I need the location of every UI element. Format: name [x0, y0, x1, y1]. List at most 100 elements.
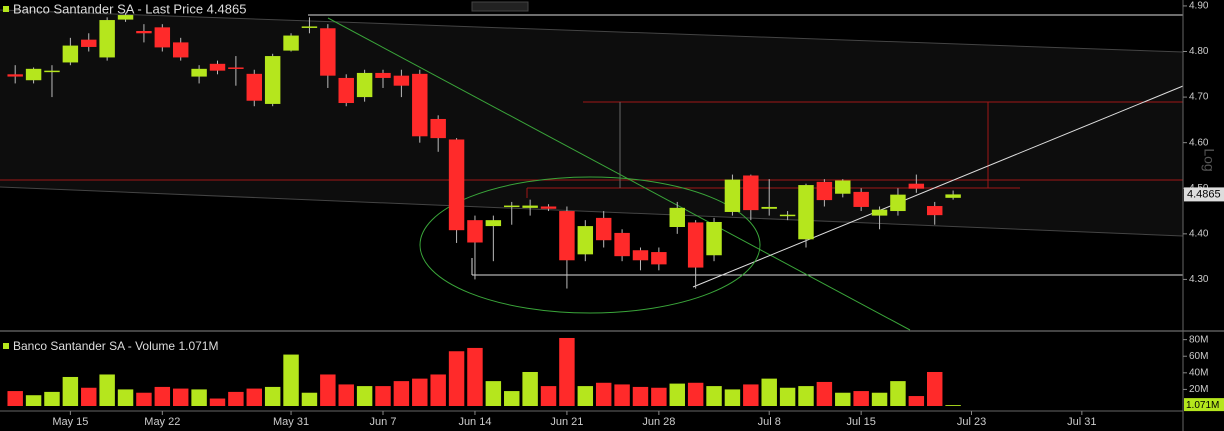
toolbar[interactable] [471, 1, 529, 12]
candle-body [136, 30, 152, 34]
volume-bar [136, 392, 152, 406]
candle-body [209, 63, 226, 71]
volume-bar [154, 386, 171, 406]
candle-body [724, 179, 741, 212]
candle-body [338, 77, 354, 104]
x-tick-label: Jul 23 [957, 416, 986, 428]
candle-body [356, 72, 373, 98]
candle-body [25, 68, 42, 81]
volume-bar [743, 384, 759, 406]
candle-body [320, 28, 336, 76]
candle-body [632, 250, 649, 261]
candle-body [853, 191, 869, 207]
volume-bar [430, 374, 446, 406]
candle-body [393, 75, 410, 86]
candle-body [504, 205, 520, 208]
y-tick-label: 60M [1189, 351, 1208, 362]
candle-body [283, 35, 299, 51]
candle-body [559, 211, 575, 261]
candle-body [485, 220, 502, 227]
volume-bar [927, 371, 943, 406]
candle-body [412, 73, 428, 137]
volume-bar [44, 391, 60, 406]
last-volume-tag [1184, 398, 1224, 412]
candle-body [908, 183, 925, 189]
y-tick-label: 4.90 [1189, 1, 1209, 12]
volume-bar [651, 387, 667, 406]
candle-body [871, 209, 888, 216]
x-tick-label: May 15 [52, 416, 88, 428]
volume-bar [595, 382, 612, 406]
x-tick-label: May 31 [273, 416, 309, 428]
x-tick-label: Jul 15 [846, 416, 875, 428]
volume-bar [504, 391, 520, 406]
candle-body [467, 220, 483, 243]
candle-body [687, 222, 704, 268]
highlight-ellipse [419, 176, 761, 314]
last-volume-label: 1.071M [1186, 400, 1219, 411]
candle-body [81, 39, 97, 47]
candle-body [154, 27, 171, 48]
volume-bar [7, 391, 23, 406]
volume-bar [62, 376, 79, 406]
y-tick-label: 40M [1189, 367, 1208, 378]
volume-bar [614, 384, 630, 406]
trend-line [327, 17, 911, 331]
volume-bar [81, 387, 97, 406]
volume-bar [228, 391, 244, 406]
volume-bar [779, 387, 796, 406]
chart-title: Banco Santander SA - Last Price 4.4865 [13, 1, 246, 16]
x-tick-label: Jun 21 [550, 416, 583, 428]
y-tick-label: 4.80 [1189, 46, 1209, 57]
legend-swatch [3, 343, 9, 349]
volume-bar [908, 396, 925, 406]
volume-bar [356, 386, 373, 406]
candle-body [835, 180, 851, 194]
volume-bar [669, 383, 685, 406]
volume-bar [687, 382, 704, 406]
candle-body [798, 185, 814, 240]
volume-bar [209, 398, 226, 406]
candle-body [890, 194, 906, 212]
volume-bar [393, 381, 410, 406]
candle-body [540, 206, 557, 209]
volume-bar [890, 381, 906, 406]
candle-body [669, 207, 685, 227]
volume-bar [375, 386, 391, 406]
volume-bar [761, 378, 777, 406]
volume-bar [264, 386, 281, 406]
legend-swatch [3, 6, 9, 12]
volume-bar [559, 337, 575, 406]
candle-body [448, 139, 465, 231]
channel-line [0, 9, 1184, 53]
axis-note: Log [1201, 148, 1217, 171]
candle-body [375, 72, 391, 78]
chart-title: Banco Santander SA - Volume 1.071M [13, 339, 218, 353]
volume-bar [945, 405, 961, 406]
y-tick-label: 4.40 [1189, 228, 1209, 239]
candle-body [743, 175, 759, 211]
candle-body [99, 20, 115, 58]
volume-bar [246, 388, 262, 406]
volume-bar [632, 386, 649, 406]
y-tick-label: 4.30 [1189, 274, 1209, 285]
candle-body [191, 68, 207, 77]
volume-bar [706, 386, 722, 406]
volume-bar [191, 389, 207, 406]
volume-bar [320, 374, 336, 406]
candle-body [927, 206, 943, 216]
volume-bar [853, 391, 869, 406]
x-tick-label: Jun 28 [642, 416, 675, 428]
volume-bar [871, 392, 888, 406]
candle-body [44, 70, 60, 73]
volume-bar [283, 354, 299, 406]
candle-body [228, 67, 244, 69]
x-tick-label: Jun 14 [458, 416, 491, 428]
candle-body [816, 181, 833, 201]
candle-body [430, 118, 446, 139]
candle-body [945, 194, 961, 198]
volume-bar [485, 381, 502, 406]
x-tick-label: Jul 31 [1067, 416, 1096, 428]
volume-bar [99, 374, 115, 406]
